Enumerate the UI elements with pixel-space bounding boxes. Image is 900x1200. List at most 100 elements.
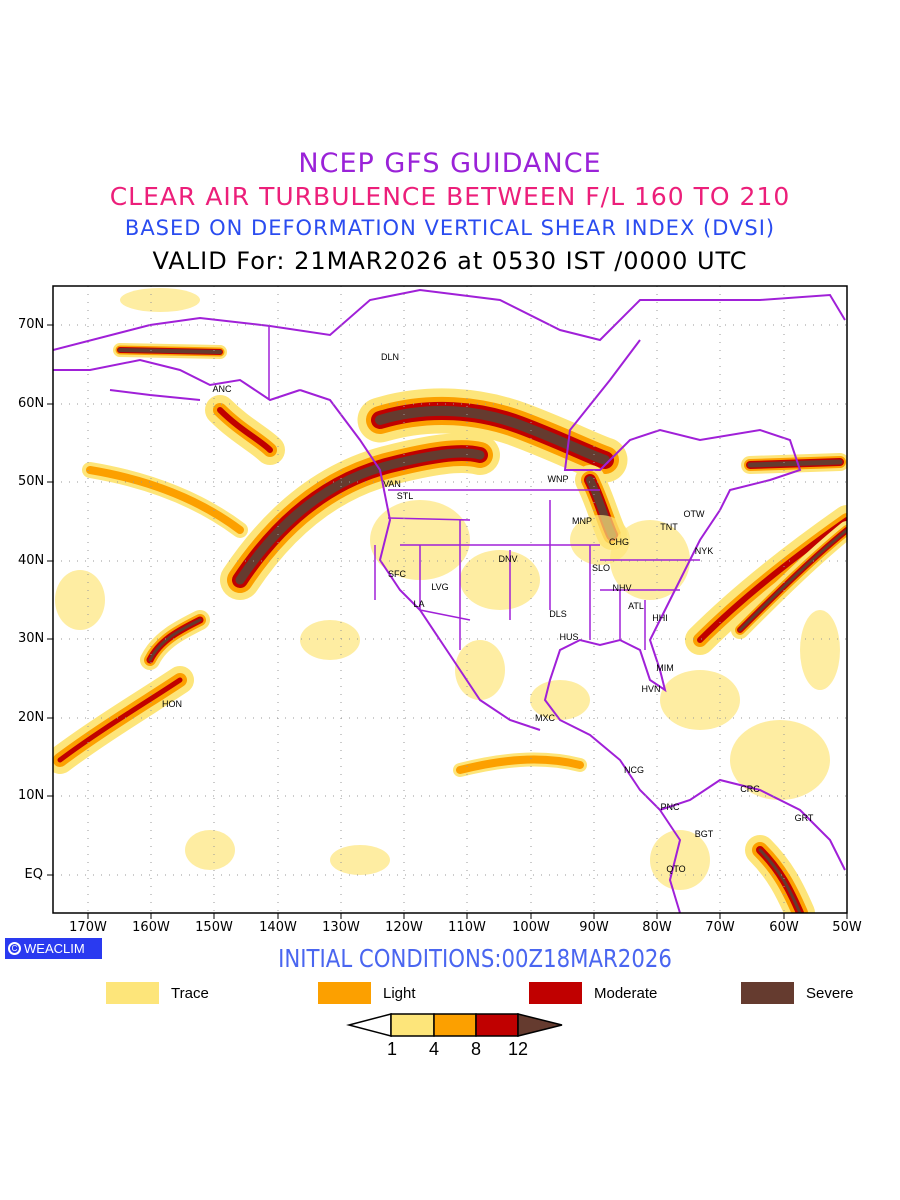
turbulence-band bbox=[738, 528, 847, 632]
trace-area bbox=[650, 830, 710, 890]
trace-area bbox=[460, 550, 540, 610]
title-model: NCEP GFS GUIDANCE bbox=[298, 148, 602, 179]
colorbar-tick: 12 bbox=[508, 1039, 529, 1059]
title-valid-time: VALID For: 21MAR2026 at 0530 IST /0000 U… bbox=[152, 247, 748, 275]
axis-ticks bbox=[47, 324, 848, 919]
turbulence-band bbox=[375, 405, 610, 465]
us-border bbox=[268, 326, 700, 650]
graticule bbox=[53, 286, 847, 913]
city-label: PNC bbox=[660, 802, 680, 812]
city-label: HUS bbox=[559, 632, 578, 642]
city-label: MNP bbox=[572, 516, 592, 526]
legend-light: Light bbox=[318, 982, 416, 1004]
copyright-icon: C bbox=[8, 942, 21, 955]
turbulence-band bbox=[148, 618, 202, 662]
title-product: CLEAR AIR TURBULENCE BETWEEN F/L 160 TO … bbox=[109, 182, 791, 211]
title-method: BASED ON DEFORMATION VERTICAL SHEAR INDE… bbox=[124, 216, 776, 240]
weaclim-logo: C WEACLIM bbox=[5, 938, 102, 959]
legend-moderate: Moderate bbox=[529, 982, 657, 1004]
city-label: NCG bbox=[624, 765, 644, 775]
turbulence-band bbox=[118, 348, 222, 354]
city-label: NHV bbox=[612, 583, 631, 593]
turbulence-band bbox=[217, 407, 273, 453]
city-label: TNT bbox=[660, 522, 678, 532]
lon-label: 150W bbox=[195, 920, 233, 935]
turbulence-band bbox=[747, 459, 843, 468]
turbulence-band bbox=[57, 677, 183, 763]
map-area: DLN ANC VAN STL WNP MNP OTW TNT CHG NYK DNV SLO SFC L… bbox=[53, 286, 847, 913]
city-label: LA bbox=[413, 599, 424, 609]
logo-text: WEACLIM bbox=[24, 941, 85, 956]
legend-label: Severe bbox=[806, 984, 854, 1002]
trace-area bbox=[530, 680, 590, 720]
city-label: ATL bbox=[628, 601, 644, 611]
lat-label: 40N bbox=[18, 553, 45, 568]
trace-area bbox=[185, 830, 235, 870]
city-label: MXC bbox=[535, 713, 556, 723]
turbulence-band bbox=[82, 462, 248, 538]
trace-area bbox=[800, 610, 840, 690]
legend-label: Moderate bbox=[594, 984, 658, 1002]
legend-label: Trace bbox=[171, 984, 209, 1002]
legend-swatch bbox=[318, 982, 371, 1004]
city-label: DLN bbox=[381, 352, 399, 362]
colorbar-light bbox=[433, 1013, 477, 1037]
map-frame bbox=[52, 285, 848, 914]
turbulence-band bbox=[697, 517, 847, 643]
city-label: DLS bbox=[549, 609, 567, 619]
turbulence-band bbox=[235, 448, 485, 585]
colorbar-tick: 8 bbox=[471, 1039, 482, 1059]
alaska-coast bbox=[53, 358, 301, 402]
turbulence-fields bbox=[53, 288, 847, 913]
city-label: QTO bbox=[666, 864, 685, 874]
lon-label: 50W bbox=[832, 920, 862, 935]
colorbar-severe-triangle bbox=[517, 1013, 563, 1037]
turbulence-band bbox=[758, 848, 802, 913]
city-label: CRC bbox=[740, 784, 760, 794]
lat-label: 50N bbox=[18, 474, 45, 489]
colorbar-tick: 1 bbox=[387, 1039, 398, 1059]
north-america-coast bbox=[53, 288, 846, 913]
colorbar bbox=[346, 1013, 563, 1037]
city-label: NYK bbox=[695, 546, 714, 556]
turbulence-band bbox=[456, 755, 584, 774]
legend-severe: Severe bbox=[741, 982, 854, 1004]
trace-area bbox=[120, 288, 200, 312]
city-label: HON bbox=[162, 699, 182, 709]
lat-label: EQ bbox=[24, 867, 43, 882]
coastlines bbox=[53, 288, 846, 913]
lon-label: 160W bbox=[132, 920, 170, 935]
colorbar-under-triangle bbox=[346, 1013, 392, 1037]
city-label: BGT bbox=[695, 829, 714, 839]
colorbar-trace bbox=[390, 1013, 435, 1037]
trace-area bbox=[730, 720, 830, 800]
legend-swatch bbox=[741, 982, 794, 1004]
legend-trace: Trace bbox=[106, 982, 209, 1004]
lon-label: 100W bbox=[512, 920, 550, 935]
lat-label: 60N bbox=[18, 396, 45, 411]
lon-label: 120W bbox=[385, 920, 423, 935]
city-labels: DLN ANC VAN STL WNP MNP OTW TNT CHG NYK DNV SLO SFC L… bbox=[162, 352, 814, 874]
lat-label: 10N bbox=[18, 788, 45, 803]
lon-label: 110W bbox=[448, 920, 486, 935]
lon-label: 130W bbox=[322, 920, 360, 935]
lat-label: 70N bbox=[18, 317, 45, 332]
city-label: STL bbox=[397, 491, 414, 501]
trace-area bbox=[660, 670, 740, 730]
city-label: ANC bbox=[212, 384, 232, 394]
city-label: HVN bbox=[641, 684, 660, 694]
city-label: GRT bbox=[795, 813, 814, 823]
trace-area bbox=[330, 845, 390, 875]
lon-label: 70W bbox=[705, 920, 735, 935]
trace-area bbox=[300, 620, 360, 660]
lon-label: 140W bbox=[259, 920, 297, 935]
trace-area bbox=[55, 570, 105, 630]
trace-area bbox=[455, 640, 505, 700]
lon-label: 80W bbox=[642, 920, 672, 935]
city-label: SFC bbox=[388, 569, 407, 579]
turbulence-band bbox=[86, 466, 244, 534]
initial-conditions: INITIAL CONDITIONS:00Z18MAR2026 bbox=[278, 944, 672, 973]
city-label: MIM bbox=[656, 663, 674, 673]
